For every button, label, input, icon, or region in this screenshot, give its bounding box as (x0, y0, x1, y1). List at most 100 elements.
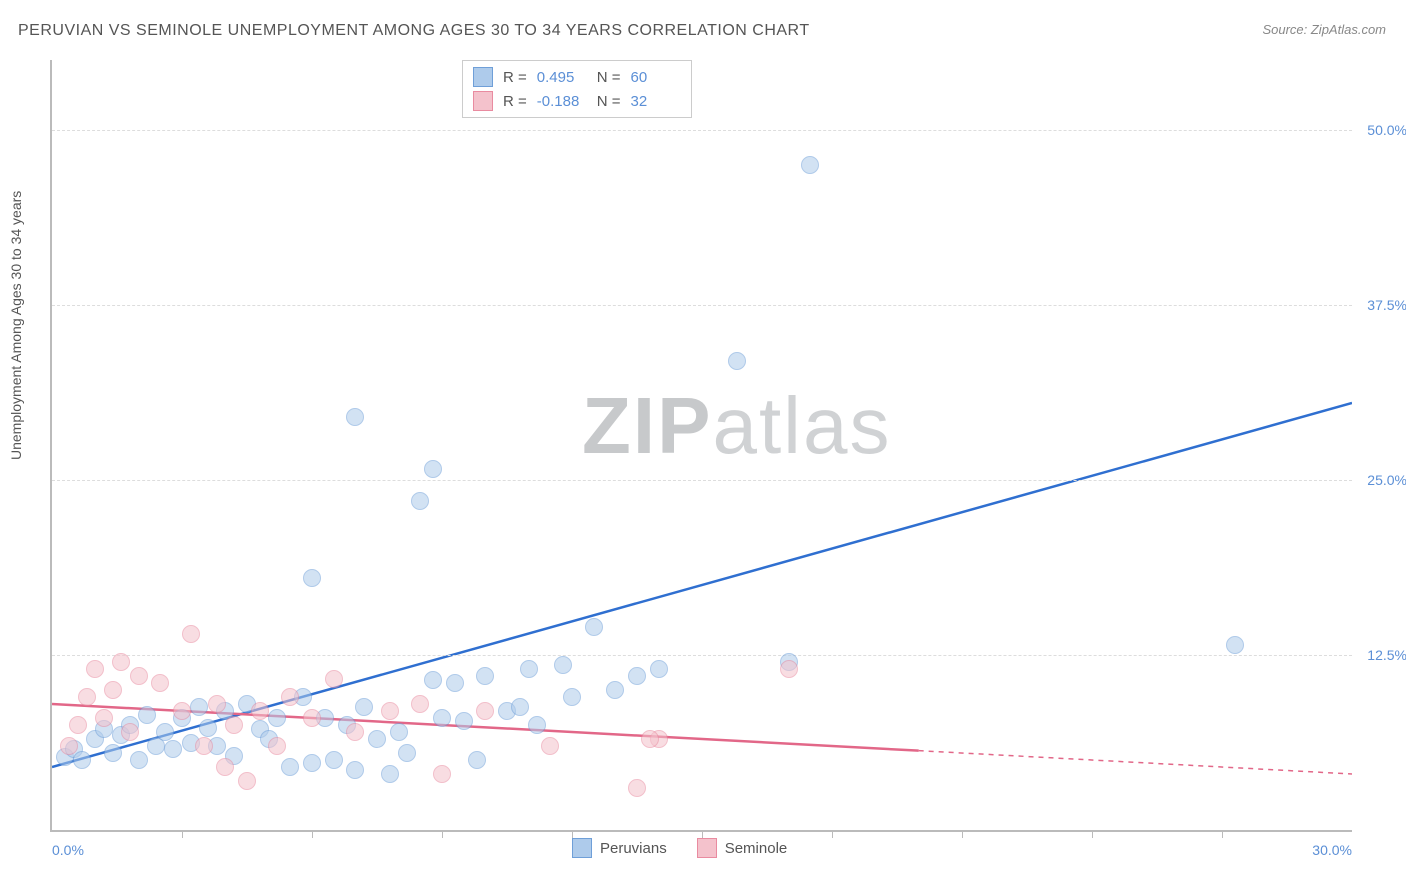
y-tick-label: 50.0% (1367, 122, 1406, 138)
seminole-point (346, 723, 364, 741)
peruvians-point (130, 751, 148, 769)
n-label: N = (597, 93, 621, 110)
peruvians-swatch (473, 67, 493, 87)
gridline (52, 305, 1352, 306)
seminole-point (325, 670, 343, 688)
peruvians-point (1226, 636, 1244, 654)
seminole-point (195, 737, 213, 755)
x-tick (702, 830, 703, 838)
legend: Peruvians Seminole (572, 838, 787, 858)
n-label: N = (597, 69, 621, 86)
peruvians-point (346, 761, 364, 779)
seminole-point (303, 709, 321, 727)
y-tick-label: 12.5% (1367, 647, 1406, 663)
y-tick-label: 37.5% (1367, 297, 1406, 313)
peruvians-point (156, 723, 174, 741)
peruvians-point (281, 758, 299, 776)
seminole-point (208, 695, 226, 713)
gridline (52, 655, 1352, 656)
seminole-point (251, 702, 269, 720)
seminole-point (104, 681, 122, 699)
stats-row: R = 0.495 N = 60 (473, 65, 681, 89)
x-tick (962, 830, 963, 838)
seminole-point (60, 737, 78, 755)
y-axis-label: Unemployment Among Ages 30 to 34 years (8, 191, 24, 460)
gridline (52, 480, 1352, 481)
peruvians-point (368, 730, 386, 748)
seminole-point (86, 660, 104, 678)
peruvians-point (455, 712, 473, 730)
seminole-point (182, 625, 200, 643)
seminole-swatch (473, 91, 493, 111)
seminole-point (95, 709, 113, 727)
seminole-point (238, 772, 256, 790)
seminole-point (121, 723, 139, 741)
seminole-point (381, 702, 399, 720)
chart-title: PERUVIAN VS SEMINOLE UNEMPLOYMENT AMONG … (18, 22, 810, 40)
seminole-point (411, 695, 429, 713)
peruvians-point (190, 698, 208, 716)
x-tick (1222, 830, 1223, 838)
peruvians-point (476, 667, 494, 685)
seminole-point (151, 674, 169, 692)
x-tick (182, 830, 183, 838)
peruvians-point (606, 681, 624, 699)
n-value: 60 (631, 69, 681, 86)
peruvians-point (424, 671, 442, 689)
peruvians-point (346, 408, 364, 426)
stats-row: R =-0.188N =32 (473, 89, 681, 113)
watermark-rest: atlas (712, 381, 891, 470)
seminole-point (69, 716, 87, 734)
seminole-legend-swatch (697, 838, 717, 858)
watermark-bold: ZIP (582, 381, 712, 470)
seminole-point (780, 660, 798, 678)
peruvians-point (563, 688, 581, 706)
seminole-point (541, 737, 559, 755)
peruvians-point (199, 719, 217, 737)
peruvians-point (528, 716, 546, 734)
peruvians-point (628, 667, 646, 685)
peruvians-point (424, 460, 442, 478)
peruvians-point (520, 660, 538, 678)
peruvians-point (801, 156, 819, 174)
peruvians-point (585, 618, 603, 636)
peruvians-point (411, 492, 429, 510)
seminole-point (628, 779, 646, 797)
seminole-point (476, 702, 494, 720)
legend-item-seminole: Seminole (697, 838, 788, 858)
peruvians-point (104, 744, 122, 762)
legend-item-peruvians: Peruvians (572, 838, 667, 858)
r-value: 0.495 (537, 69, 587, 86)
plot-area: ZIPatlas R =0.495N =60R =-0.188N =32 Per… (50, 60, 1352, 832)
x-tick (1092, 830, 1093, 838)
peruvians-point (511, 698, 529, 716)
peruvians-point (325, 751, 343, 769)
gridline (52, 130, 1352, 131)
x-tick (312, 830, 313, 838)
peruvians-point (268, 709, 286, 727)
peruvians-point (390, 723, 408, 741)
seminole-point (281, 688, 299, 706)
seminole-point (130, 667, 148, 685)
seminole-point (641, 730, 659, 748)
peruvians-point (554, 656, 572, 674)
peruvians-point (73, 751, 91, 769)
chart-container: PERUVIAN VS SEMINOLE UNEMPLOYMENT AMONG … (0, 0, 1406, 892)
peruvians-point (164, 740, 182, 758)
peruvians-point (468, 751, 486, 769)
x-tick-label: 0.0% (52, 842, 84, 858)
source-attribution: Source: ZipAtlas.com (1262, 22, 1386, 37)
r-label: R = (503, 69, 527, 86)
stats-box: R =0.495N =60R =-0.188N =32 (462, 60, 692, 118)
seminole-point (112, 653, 130, 671)
peruvians-point (303, 569, 321, 587)
y-tick-label: 25.0% (1367, 472, 1406, 488)
r-label: R = (503, 93, 527, 110)
peruvians-point (650, 660, 668, 678)
peruvians-point (446, 674, 464, 692)
x-tick (572, 830, 573, 838)
n-value: 32 (631, 93, 681, 110)
legend-label: Peruvians (600, 840, 667, 857)
peruvians-point (303, 754, 321, 772)
peruvians-point (728, 352, 746, 370)
